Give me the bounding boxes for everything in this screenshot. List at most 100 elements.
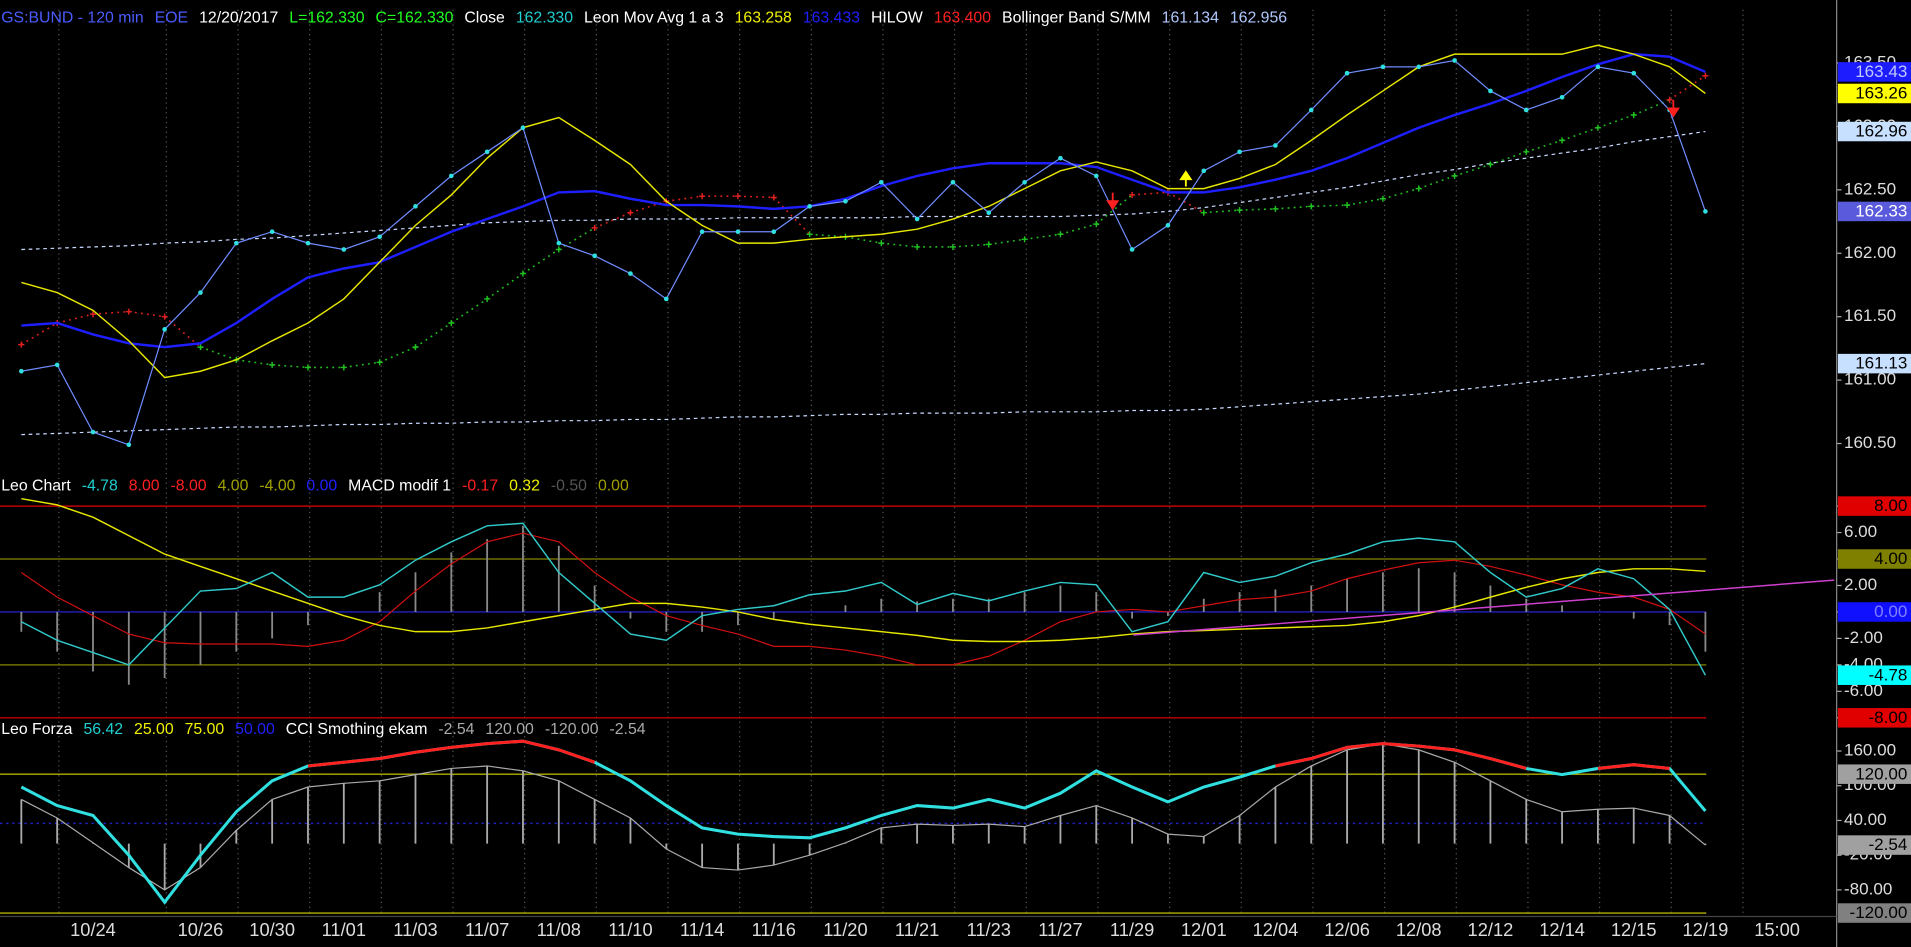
- close-dot: [1237, 149, 1242, 155]
- header-item: 0.00: [598, 477, 629, 494]
- close-dot: [628, 271, 633, 276]
- y-tick-label: 162.50: [1844, 179, 1896, 198]
- hilow-cross: [1272, 205, 1279, 212]
- value-box: [1837, 201, 1911, 222]
- series-line: [21, 497, 1706, 643]
- header-item: 12/20/2017: [199, 9, 278, 26]
- hilow-dots: [450, 298, 488, 324]
- hilow-dots: [1490, 151, 1527, 166]
- header-item: Bollinger Band S/MM: [1002, 9, 1151, 26]
- value-box-label: 163.43: [1855, 62, 1907, 81]
- x-tick-label: 11/07: [465, 919, 509, 940]
- x-tick-label: 12/04: [1253, 919, 1299, 940]
- hilow-cross: [770, 194, 777, 201]
- y-tick-label: 160.00: [1844, 741, 1896, 760]
- close-dot: [234, 240, 239, 246]
- close-dot: [19, 368, 24, 374]
- value-box-label: -120.00: [1850, 903, 1908, 922]
- close-dot: [878, 179, 884, 185]
- hilow-cross: [1021, 236, 1028, 243]
- hilow-dots: [1633, 99, 1670, 116]
- hilow-cross: [1415, 185, 1422, 192]
- close-dot: [198, 290, 203, 295]
- value-box: [1837, 353, 1911, 374]
- hilow-cross: [519, 270, 527, 277]
- hilow-cross: [734, 193, 741, 200]
- header-item: 163.400: [934, 9, 991, 26]
- hilow-dots: [20, 322, 58, 346]
- hilow-cross: [161, 313, 168, 320]
- hilow-cross: [914, 243, 921, 250]
- header-item: MACD modif 1: [348, 477, 451, 494]
- close-dot: [1273, 143, 1278, 148]
- hilow-dots: [1561, 126, 1599, 142]
- close-dot: [950, 179, 956, 185]
- x-tick-label: 11/14: [680, 919, 724, 940]
- close-dot: [1022, 179, 1027, 185]
- y-tick-label: 2.00: [1844, 575, 1877, 594]
- value-box: [1837, 83, 1911, 104]
- x-tick-label: 11/27: [1038, 919, 1082, 940]
- y-tick-label: 160.50: [1844, 433, 1896, 452]
- header-item: GS:BUND - 120 min: [1, 9, 144, 26]
- close-dot: [1559, 94, 1565, 100]
- x-tick-label: 12/14: [1539, 919, 1585, 940]
- y-tick-label: 161.50: [1844, 306, 1896, 325]
- hilow-cross: [412, 344, 419, 351]
- close-dot: [807, 204, 812, 209]
- header-item: CCI Smothing ekam: [286, 721, 428, 738]
- hilow-cross: [1666, 96, 1673, 103]
- close-dot: [1093, 173, 1099, 179]
- value-box: [1837, 602, 1911, 622]
- header-item: 0.32: [509, 477, 540, 494]
- header-item: -120.00: [545, 721, 599, 738]
- close-dot: [377, 234, 382, 240]
- series-line: [21, 743, 1706, 891]
- close-dot: [1416, 64, 1422, 70]
- close-dot: [269, 229, 275, 235]
- value-box-label: 162.33: [1855, 202, 1907, 221]
- close-dot: [1631, 70, 1637, 76]
- header-item: 8.00: [129, 477, 160, 494]
- header-item: -2.54: [609, 721, 645, 738]
- x-tick-label: 11/10: [608, 919, 652, 940]
- hilow-cross: [1379, 195, 1386, 202]
- close-dot: [341, 247, 347, 252]
- close-dot: [663, 296, 669, 302]
- x-tick-label: 11/08: [537, 919, 581, 940]
- series-line: [21, 44, 1706, 379]
- series-line: [21, 130, 1706, 251]
- hilow-cross: [1093, 221, 1100, 228]
- value-box: [1837, 903, 1911, 923]
- hilow-cross: [18, 341, 25, 348]
- value-box: [1837, 708, 1911, 728]
- hilow-cross: [1702, 72, 1709, 79]
- header-item: -0.50: [551, 477, 587, 494]
- hilow-cross: [376, 359, 383, 366]
- hilow-cross: [699, 193, 706, 200]
- hilow-cross: [197, 344, 204, 351]
- value-box-label: 0.00: [1874, 602, 1907, 621]
- header-item: -8.00: [171, 477, 207, 494]
- buy-arrow: [1179, 170, 1193, 187]
- header-item: -2.54: [438, 721, 474, 738]
- hilow-dots: [1597, 114, 1634, 129]
- panel: -8.00 -6.00 -4.00 -2.00 0.00 2.00 4.00 6.00 8.00…: [0, 477, 1911, 728]
- panel: 160.50161.00161.50162.00162.50163.00163.…: [1, 9, 1911, 452]
- header-item: -0.17: [462, 477, 498, 494]
- hilow-cross: [1308, 203, 1315, 210]
- plot-layer: 10/24 10/26 10/30 11/01 11/03 11/07 11/08 11/10…: [0, 9, 1911, 940]
- close-dot: [54, 362, 60, 368]
- hilow-cross: [1236, 207, 1243, 214]
- x-tick-label: 10/30: [249, 919, 295, 940]
- hilow-dots: [1095, 194, 1133, 225]
- x-tick-label: 11/23: [967, 919, 1011, 940]
- x-tick-label: 12/01: [1181, 919, 1227, 940]
- value-box: [1837, 665, 1911, 685]
- series-line: [20, 522, 1707, 676]
- hilow-dots: [1382, 187, 1419, 200]
- hilow-cross: [985, 241, 992, 248]
- close-dot: [556, 240, 562, 246]
- hilow-dots: [1669, 75, 1706, 101]
